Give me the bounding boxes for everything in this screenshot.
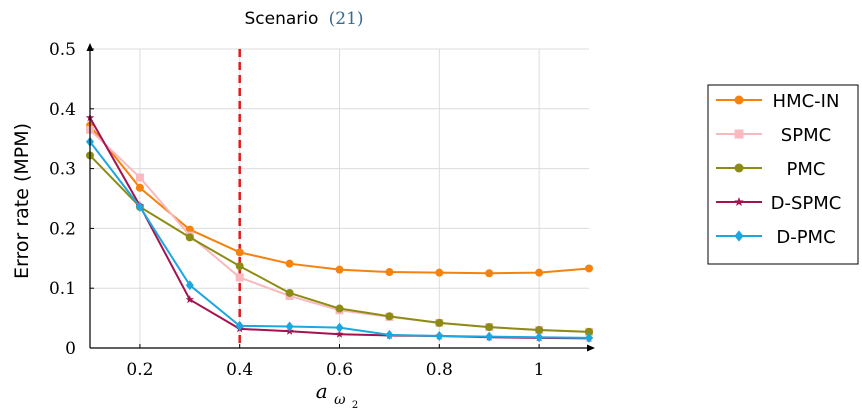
legend-label: D-PMC [776,227,835,248]
data-point [235,273,244,282]
legend-swatch-marker [734,95,744,105]
data-point [135,183,144,192]
x-axis-arrow [587,344,595,352]
data-point [585,327,593,336]
y-tick-label: 0.1 [49,279,76,299]
x-tick-label: 0.6 [326,360,353,380]
series-lines [85,113,594,343]
data-point [535,268,544,277]
data-point [385,329,394,340]
data-point [135,173,144,182]
legend-swatch-marker [734,129,744,139]
data-point [285,288,294,297]
grid [90,48,589,349]
legend-swatch-marker [734,163,744,173]
y-tick-label: 0.5 [49,40,76,60]
data-point [235,262,244,271]
data-point [385,312,394,321]
data-point [335,304,344,313]
x-tick-label: 0.4 [226,360,253,380]
data-point [335,265,344,274]
x-tick-label: 0.8 [426,360,453,380]
chart-title-ref: (21) [329,9,364,29]
chart-title: Scenario (21) [244,9,363,29]
data-point [185,280,194,291]
x-axis-label-sub: ω [334,392,346,408]
data-point [535,326,544,335]
tick-labels: 0.2 0.4 0.6 0.8 1 0 0.1 0.2 0.3 0.4 0.5 [49,40,545,380]
data-point [485,323,494,332]
legend-label: HMC-IN [773,91,840,112]
y-tick-label: 0.4 [49,100,76,120]
y-axis-label: Error rate (MPM) [11,123,33,279]
y-tick-label: 0.2 [49,219,76,239]
legend-item-pmc: PMC [716,159,825,180]
legend-label: PMC [787,159,826,180]
data-point [585,264,593,273]
data-point [185,233,194,242]
data-point [135,201,144,212]
data-point [435,268,444,277]
series-d-pmc [86,136,593,343]
y-tick-label: 0 [65,339,76,359]
legend-item-spmc: SPMC [716,125,831,146]
data-point [535,332,544,343]
legend-item-hmc-in: HMC-IN [716,91,839,112]
data-point [235,320,244,331]
x-axis-label-subsub: 2 [352,400,358,411]
data-point [235,248,244,257]
data-point [285,259,294,268]
data-point [335,322,344,333]
legend-label: SPMC [781,125,831,146]
x-axis-label-base: a [316,379,328,403]
data-point [335,329,344,338]
data-point [435,331,444,342]
legend-label: D-SPMC [771,193,842,214]
y-axis-arrow [86,43,94,51]
legend-item-d-spmc: D-SPMC [716,193,841,214]
legend-swatch-marker [734,197,744,206]
x-axis-label: a ω 2 [316,379,358,411]
axes [86,43,595,352]
legend-box [707,84,859,265]
data-point [585,332,593,343]
data-point [485,269,494,278]
legend: HMC-IN SPMC PMC D-SPMC D-PMC [707,84,859,265]
data-point [385,268,394,277]
x-tick-label: 0.2 [126,360,153,380]
data-point [285,321,294,332]
legend-item-d-pmc: D-PMC [716,227,836,248]
y-tick-label: 0.3 [49,160,76,180]
data-point [485,331,494,342]
legend-swatch-marker [734,230,744,242]
chart-title-text: Scenario [244,9,318,29]
x-tick-label: 1 [534,360,545,380]
data-point [435,318,444,327]
data-point [185,295,194,304]
